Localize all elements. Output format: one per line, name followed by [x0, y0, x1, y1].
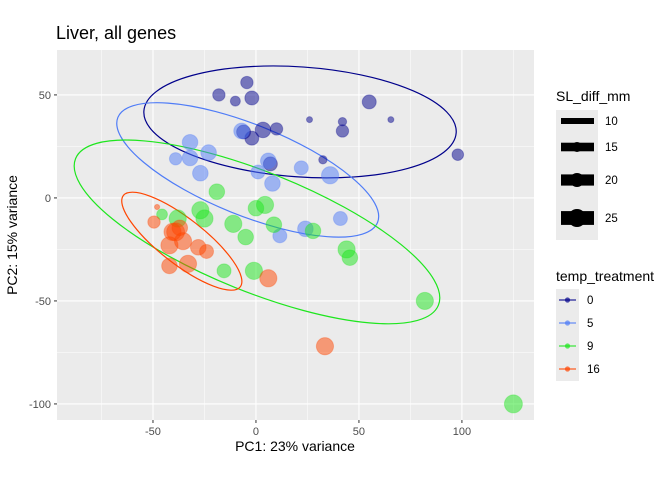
- point-9: [224, 214, 243, 233]
- point-16: [161, 257, 178, 275]
- point-9: [255, 195, 275, 215]
- color-key-point: [564, 366, 571, 372]
- point-5: [264, 175, 281, 192]
- color-legend-title: temp_treatment: [556, 268, 654, 284]
- point-9: [208, 183, 226, 201]
- size-legend: 10 15 20 25: [561, 116, 618, 227]
- size-key-point: [570, 173, 584, 187]
- x-tick-label: 50: [353, 426, 365, 438]
- ellipse-9: [73, 139, 441, 325]
- y-axis-label: PC2: 15% variance: [4, 175, 20, 295]
- color-key-point: [564, 320, 571, 326]
- point-0: [229, 95, 241, 107]
- point-9: [156, 208, 168, 221]
- point-5: [233, 122, 250, 140]
- points: [147, 75, 523, 414]
- y-tick-label: 0: [45, 193, 51, 205]
- point-0: [387, 116, 395, 124]
- point-16: [259, 269, 278, 288]
- point-0: [318, 155, 328, 165]
- x-axis-label: PC1: 23% variance: [235, 438, 355, 454]
- point-5: [181, 149, 199, 167]
- ellipse-0: [143, 65, 457, 179]
- color-key-point: [564, 297, 571, 303]
- point-0: [451, 148, 465, 161]
- chart-title: Liver, all genes: [56, 23, 176, 43]
- point-9: [415, 291, 434, 311]
- point-5: [181, 133, 199, 151]
- y-tick-label: -50: [35, 296, 51, 308]
- point-0: [254, 121, 272, 139]
- point-16: [178, 254, 198, 273]
- size-legend-title: SL_diff_mm: [556, 88, 630, 104]
- point-5: [200, 144, 217, 161]
- color-legend-label: 0: [587, 295, 593, 307]
- point-0: [244, 90, 260, 106]
- point-9: [304, 222, 322, 240]
- point-5: [321, 166, 340, 185]
- point-0: [240, 75, 254, 90]
- size-legend-label: 25: [605, 213, 618, 225]
- color-legend: 0 5 9 16: [559, 295, 600, 376]
- point-9: [237, 228, 254, 246]
- color-legend-label: 9: [587, 341, 593, 353]
- color-legend-keys: [556, 289, 579, 381]
- size-legend-label: 20: [605, 175, 618, 187]
- point-9: [341, 249, 359, 266]
- size-key-point: [574, 118, 580, 124]
- color-legend-label: 16: [587, 364, 600, 376]
- point-16: [173, 232, 193, 251]
- point-5: [192, 164, 209, 182]
- y-tick-label: -100: [29, 399, 51, 411]
- point-5: [260, 152, 277, 170]
- size-key-point: [568, 209, 586, 227]
- size-legend-label: 15: [605, 142, 618, 154]
- plot-panel: [57, 50, 534, 420]
- point-0: [361, 94, 377, 110]
- point-5: [168, 152, 183, 166]
- point-9: [216, 263, 232, 279]
- x-tick-label: -50: [145, 426, 161, 438]
- point-16: [315, 337, 335, 356]
- point-0: [306, 116, 314, 124]
- size-key-point: [572, 142, 582, 152]
- size-legend-label: 10: [605, 116, 618, 128]
- ticks: -50 0 50 100 50 0 -50 -100: [29, 90, 471, 438]
- point-0: [269, 122, 284, 136]
- point-9: [244, 261, 263, 280]
- point-9: [265, 216, 283, 233]
- x-tick-label: 0: [253, 426, 259, 438]
- point-0: [335, 124, 350, 138]
- color-legend-label: 5: [587, 318, 593, 330]
- point-16: [147, 215, 161, 229]
- point-5: [293, 160, 309, 176]
- point-5: [332, 211, 348, 227]
- point-0: [212, 88, 226, 102]
- color-key-point: [564, 343, 571, 349]
- y-tick-label: 50: [39, 90, 51, 102]
- point-9: [503, 394, 523, 414]
- point-9: [195, 209, 214, 228]
- point-16: [199, 243, 215, 259]
- x-tick-label: 100: [453, 426, 471, 438]
- point-16: [153, 203, 161, 211]
- point-5: [250, 164, 266, 180]
